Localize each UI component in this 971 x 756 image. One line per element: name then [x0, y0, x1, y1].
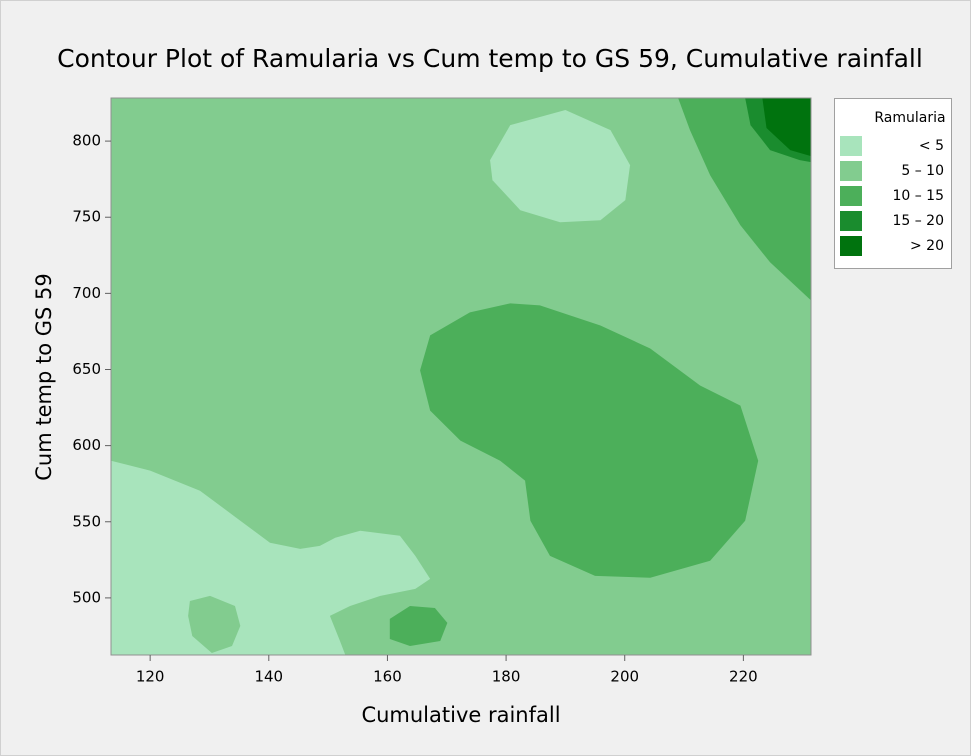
legend-swatch [840, 236, 862, 256]
legend: Ramularia < 5 5 – 10 10 – 15 15 – 20 > 20 [834, 98, 952, 269]
legend-swatch [840, 161, 862, 181]
legend-label: 10 – 15 [892, 188, 944, 204]
legend-label: 15 – 20 [892, 213, 944, 229]
x-tick-label: 140 [254, 668, 283, 686]
plot-border [110, 97, 812, 656]
y-tick-label: 700 [72, 284, 101, 302]
x-axis-title: Cumulative rainfall [361, 703, 560, 727]
y-tick-label: 800 [72, 132, 101, 150]
y-tick-label: 550 [72, 512, 101, 530]
contour-region [188, 595, 241, 654]
plot-area [111, 98, 811, 655]
legend-swatch [840, 211, 862, 231]
x-tick-label: 180 [492, 668, 521, 686]
contour-region [389, 605, 448, 647]
legend-label: 5 – 10 [901, 163, 944, 179]
x-tick-label: 160 [373, 668, 402, 686]
chart-title: Contour Plot of Ramularia vs Cum temp to… [57, 44, 923, 73]
legend-title: Ramularia [874, 110, 945, 126]
legend-swatch [840, 136, 862, 156]
y-tick-label: 500 [72, 588, 101, 606]
contour-region [420, 303, 759, 578]
y-axis-title: Cum temp to GS 59 [32, 273, 56, 480]
legend-label: < 5 [919, 138, 944, 154]
legend-label: > 20 [910, 238, 944, 254]
contour-region [762, 98, 811, 157]
y-tick-label: 650 [72, 360, 101, 378]
x-tick-label: 220 [729, 668, 758, 686]
y-tick-label: 750 [72, 208, 101, 226]
x-tick-label: 200 [610, 668, 639, 686]
y-tick-label: 600 [72, 436, 101, 454]
x-tick-label: 120 [136, 668, 165, 686]
legend-swatch [840, 186, 862, 206]
contour-region [490, 110, 631, 223]
